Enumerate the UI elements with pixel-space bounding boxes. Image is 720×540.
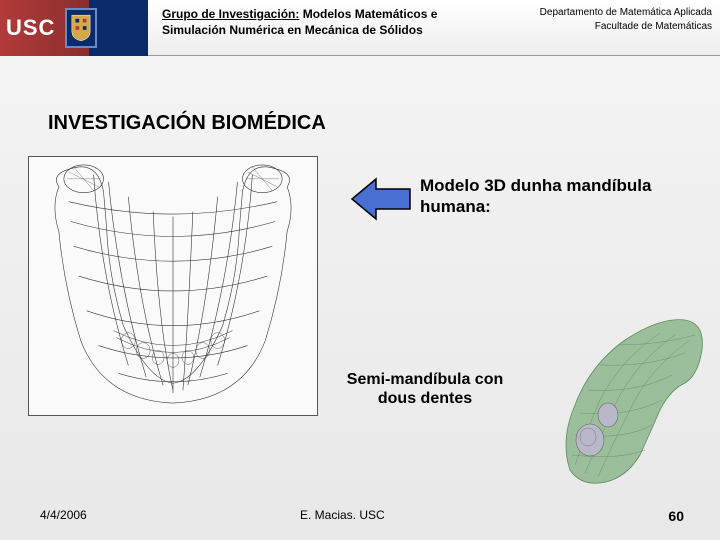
semi-caption: Semi-mandíbula con dous dentes [340, 370, 510, 408]
header-group-title: Grupo de Investigación: Modelos Matemáti… [148, 0, 510, 38]
group-title-prefix: Grupo de Investigación: [162, 7, 299, 21]
header-department: Departamento de Matemática Aplicada Facu… [510, 0, 720, 34]
dept-line-1: Departamento de Matemática Aplicada [510, 6, 712, 20]
footer-page-number: 60 [668, 508, 684, 524]
dept-line-2: Facultade de Matemáticas [510, 20, 712, 34]
section-title: INVESTIGACIÓN BIOMÉDICA [48, 112, 326, 135]
usc-logo-block: USC [0, 0, 148, 56]
mandible-mesh-figure [28, 156, 318, 416]
usc-logo-text: USC [0, 15, 55, 41]
usc-shield-icon [65, 8, 97, 48]
arrow-left-icon [350, 175, 412, 223]
semi-mandible-figure [530, 305, 720, 495]
slide-header: USC Grupo de Investigación: Modelos Mate… [0, 0, 720, 56]
modelo-caption: Modelo 3D dunha mandíbula humana: [420, 175, 670, 218]
footer-author: E. Macias. USC [300, 508, 385, 522]
footer-date: 4/4/2006 [40, 508, 87, 522]
